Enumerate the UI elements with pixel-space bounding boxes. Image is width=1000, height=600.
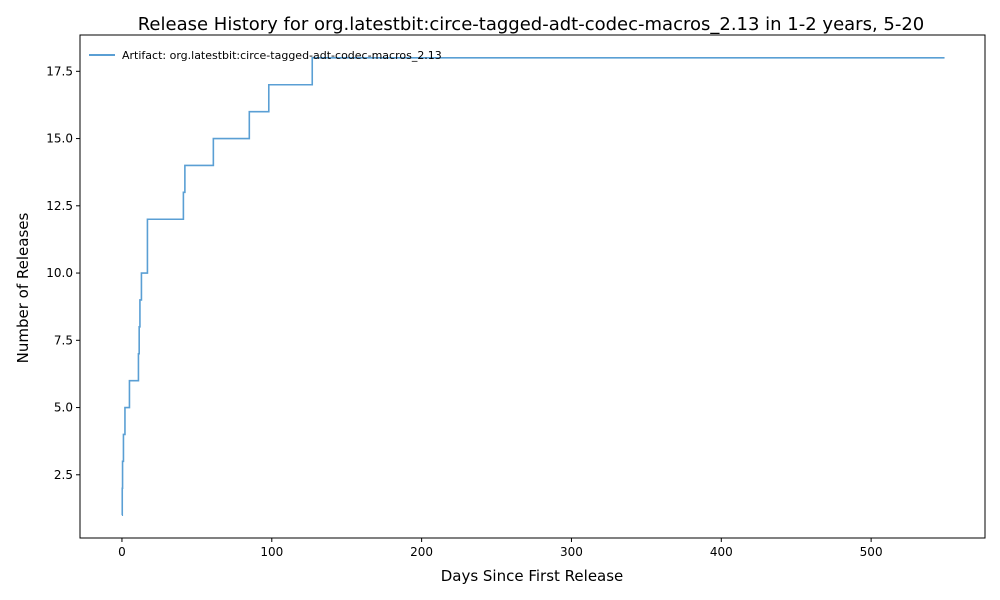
x-axis-ticks: 0 100 200 300 400 500 <box>118 538 883 559</box>
chart-title: Release History for org.latestbit:circe-… <box>138 14 925 35</box>
x-tick-label: 100 <box>260 545 283 559</box>
release-step-line <box>121 57 945 516</box>
y-tick-label: 12.5 <box>46 199 73 213</box>
plot-area <box>79 34 986 539</box>
y-tick-label: 7.5 <box>54 333 73 347</box>
series-layer <box>121 57 945 516</box>
x-tick-label: 400 <box>710 545 733 559</box>
x-axis-label: Days Since First Release <box>441 567 624 585</box>
legend-label: Artifact: org.latestbit:circe-tagged-adt… <box>122 49 442 62</box>
x-tick-label: 500 <box>860 545 883 559</box>
y-tick-label: 17.5 <box>46 64 73 78</box>
x-tick-label: 300 <box>560 545 583 559</box>
plot-frame <box>79 34 986 539</box>
y-axis-ticks: 2.5 5.0 7.5 10.0 12.5 15.0 17.5 <box>46 64 80 482</box>
x-tick-label: 0 <box>118 545 126 559</box>
y-tick-label: 10.0 <box>46 266 73 280</box>
y-axis-label: Number of Releases <box>14 212 32 363</box>
legend: Artifact: org.latestbit:circe-tagged-adt… <box>89 49 442 62</box>
x-tick-label: 200 <box>410 545 433 559</box>
y-tick-label: 2.5 <box>54 468 73 482</box>
y-tick-label: 5.0 <box>54 401 73 415</box>
y-tick-label: 15.0 <box>46 132 73 146</box>
